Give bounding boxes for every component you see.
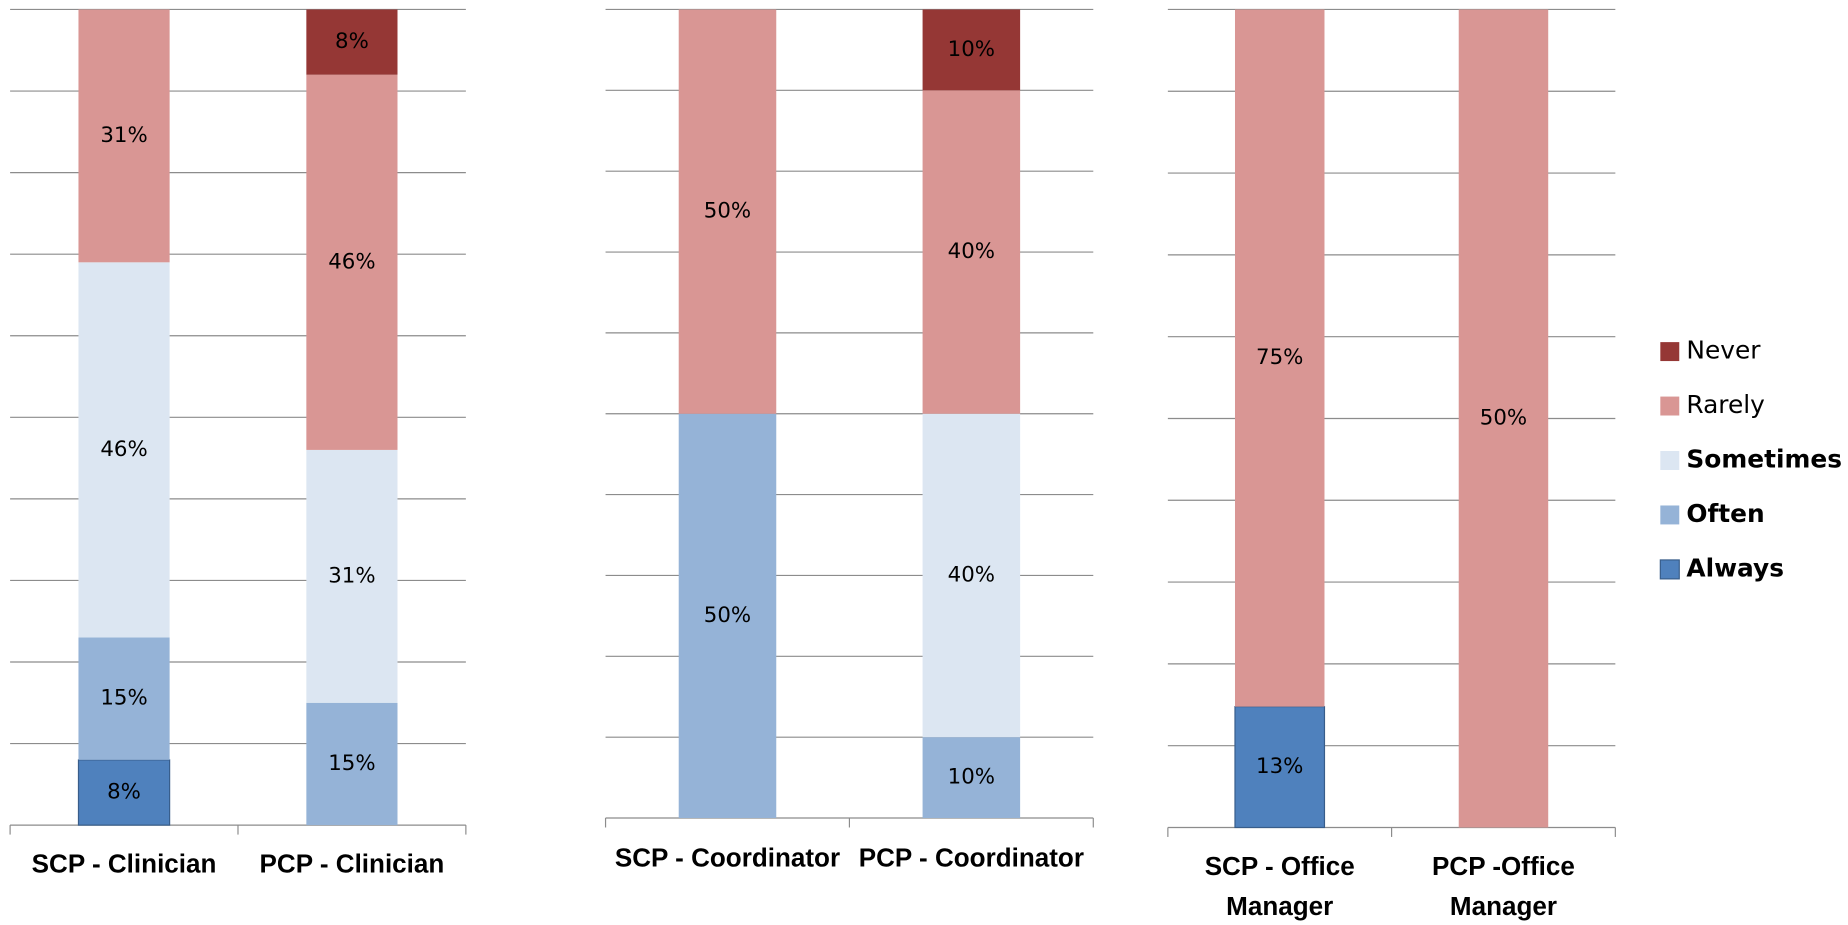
data-label: 50%	[1480, 405, 1527, 430]
bar-segment	[922, 737, 1021, 819]
bar-segment	[678, 413, 777, 819]
legend-label: Sometimes	[1686, 445, 1842, 474]
bar-segment	[678, 9, 777, 414]
bar-segment	[77, 759, 171, 826]
data-label: 46%	[328, 249, 375, 274]
x-tick-label-box: PCP - Clinician	[259, 848, 445, 879]
data-label: 75%	[1256, 345, 1303, 370]
x-tick-label: PCP - Clinician	[259, 848, 445, 879]
data-label: 15%	[328, 751, 375, 776]
bar-segment	[78, 637, 170, 760]
bar-segment	[306, 449, 398, 703]
bar-segment	[922, 90, 1021, 414]
x-tick-label-box: SCP - Coordinator	[614, 842, 841, 873]
data-label: 40%	[948, 239, 995, 264]
data-label: 10%	[948, 37, 995, 62]
legend-swatch	[1659, 559, 1680, 580]
legend-label: Often	[1686, 499, 1764, 528]
data-label: 31%	[328, 563, 375, 588]
bar-segment	[306, 74, 398, 450]
bar-segment	[306, 9, 398, 75]
bar-segment	[78, 9, 170, 263]
x-tick-label-box: SCP - Clinician	[31, 848, 217, 879]
x-tick-label-box: SCP - Office Manager	[1204, 851, 1355, 921]
x-tick-label: SCP - Office Manager	[1204, 851, 1355, 921]
data-label: 8%	[107, 779, 141, 804]
data-label: 13%	[1256, 754, 1303, 779]
data-label: 15%	[100, 686, 147, 711]
x-tick-label: SCP - Clinician	[31, 848, 217, 879]
x-tick-label: PCP -Office Manager	[1432, 851, 1575, 921]
data-label: 40%	[948, 562, 995, 587]
data-label: 50%	[704, 199, 751, 224]
x-tick-label: PCP - Coordinator	[858, 842, 1084, 873]
legend-label: Always	[1686, 553, 1784, 582]
legend-label: Rarely	[1686, 390, 1765, 419]
legend-label: Never	[1686, 336, 1761, 365]
bar-segment	[1234, 706, 1326, 829]
x-tick-label: SCP - Coordinator	[614, 842, 841, 873]
bar-segment	[922, 9, 1021, 91]
legend-swatch	[1660, 451, 1680, 470]
data-label: 50%	[704, 603, 751, 628]
data-label: 10%	[948, 765, 995, 790]
data-label: 8%	[335, 29, 369, 54]
x-tick-label-box: PCP - Coordinator	[858, 842, 1084, 873]
bar-segment	[78, 262, 170, 638]
legend-swatch	[1660, 342, 1680, 362]
bar-segment	[1234, 9, 1325, 707]
data-label: 31%	[100, 123, 147, 148]
bar-segment	[306, 702, 398, 826]
data-label: 46%	[100, 437, 147, 462]
x-tick-label-box: PCP -Office Manager	[1432, 851, 1575, 921]
bar-segment	[922, 413, 1021, 738]
legend-swatch	[1660, 396, 1680, 416]
legend-swatch	[1660, 505, 1680, 525]
bar-segment	[1458, 9, 1549, 828]
